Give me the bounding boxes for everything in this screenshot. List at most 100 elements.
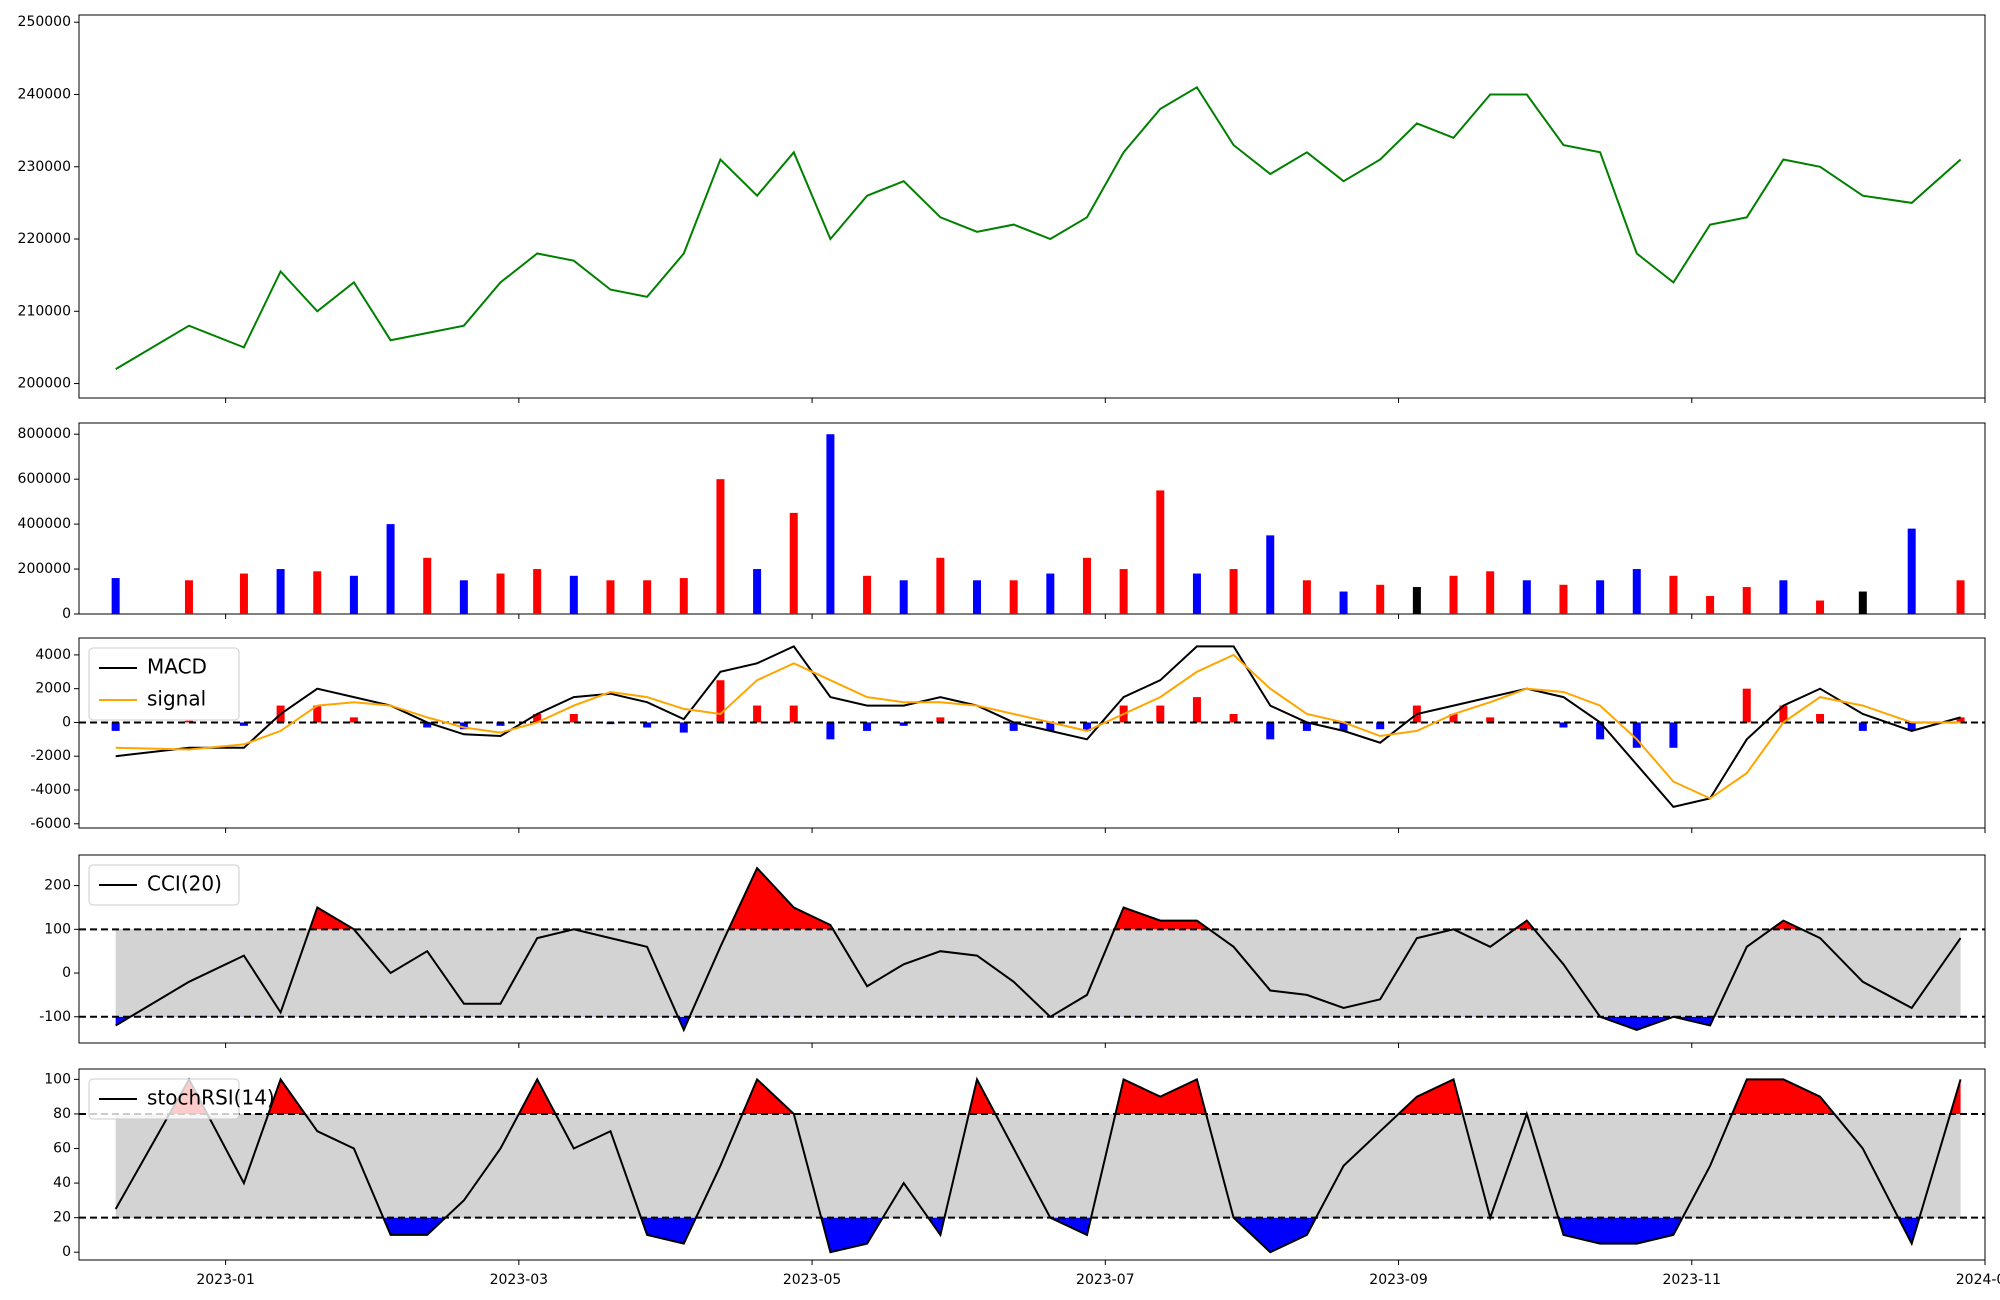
bar — [1669, 575, 1678, 614]
histogram-bar — [111, 722, 120, 731]
legend-label: stochRSI(14) — [147, 1086, 275, 1110]
bar — [276, 569, 285, 614]
bar — [1706, 596, 1715, 614]
histogram-bar — [1632, 722, 1641, 748]
y-tick-label: 0 — [62, 1244, 71, 1260]
y-tick-label: 20 — [53, 1210, 71, 1226]
y-tick-label: -4000 — [30, 782, 71, 798]
bar — [1632, 569, 1641, 614]
panel: 200000 210000 220000 230000 240000 250000 — [18, 14, 1986, 403]
histogram-bar — [1082, 722, 1091, 731]
bar — [863, 575, 872, 614]
y-tick-label: -100 — [39, 1009, 71, 1025]
bar — [1156, 490, 1165, 614]
histogram-bar — [899, 722, 908, 726]
histogram-bar — [1229, 714, 1238, 723]
bar — [1596, 580, 1605, 614]
bar — [716, 479, 725, 614]
bar — [496, 573, 505, 614]
bar — [1412, 587, 1421, 614]
bar — [1376, 584, 1385, 614]
bar — [789, 512, 798, 614]
bar — [569, 575, 578, 614]
line — [115, 85, 1962, 370]
bar — [643, 580, 652, 614]
y-tick-label: 200000 — [18, 561, 71, 577]
histogram-bar — [1742, 688, 1751, 723]
bar — [313, 571, 322, 614]
x-tick-label: 2023-05 — [783, 1272, 842, 1288]
histogram-bar — [459, 722, 468, 730]
legend-label: CCI(20) — [147, 872, 222, 896]
histogram-bar — [1302, 722, 1311, 731]
histogram-bar — [239, 722, 248, 726]
bar — [826, 434, 835, 614]
histogram-bar — [313, 705, 322, 723]
histogram-bar — [496, 722, 505, 726]
y-tick-label: 220000 — [18, 231, 71, 247]
legend-box — [88, 647, 240, 721]
panel: 0 200000 400000 600000 800000 — [18, 422, 1986, 622]
bar — [1339, 591, 1348, 614]
bar — [679, 578, 688, 614]
bar — [753, 569, 762, 614]
panel: -6000 -4000 -2000 0 2000 4000 MACD signal — [30, 637, 1986, 833]
y-tick-label: 0 — [62, 606, 71, 622]
y-tick-label: 60 — [53, 1141, 71, 1157]
panel: 0 20 40 60 80 100 2023-01 2023-03 2023-05 2023-07… — [44, 1068, 2000, 1288]
y-tick-label: -6000 — [30, 816, 71, 832]
histogram-bar — [533, 714, 542, 723]
bar — [1082, 557, 1091, 614]
line — [115, 866, 1962, 1033]
histogram-bar — [679, 722, 688, 733]
histogram-bar — [1339, 722, 1348, 731]
band — [115, 1113, 1961, 1218]
band — [115, 929, 1961, 1017]
bar — [899, 580, 908, 614]
histogram-bar — [1486, 717, 1495, 723]
histogram-bar — [643, 722, 652, 728]
plot-frame — [78, 637, 1986, 829]
legend-label: signal — [147, 687, 206, 711]
fill-above — [115, 1079, 1961, 1114]
y-tick-label: 600000 — [18, 471, 71, 487]
x-tick-label: 2023-01 — [196, 1272, 255, 1288]
bar — [973, 580, 982, 614]
plot-frame — [78, 854, 1986, 1044]
histogram-bar — [1156, 705, 1165, 723]
histogram-bar — [1266, 722, 1275, 740]
y-tick-label: 0 — [62, 714, 71, 730]
y-tick-label: 100 — [44, 1071, 71, 1087]
y-tick-label: 2000 — [35, 681, 71, 697]
bar — [1858, 591, 1867, 614]
plot-frame — [78, 1068, 1986, 1261]
bar — [1046, 573, 1055, 614]
panel: -100 0 100 200 CCI(20) — [39, 854, 1986, 1048]
histogram-bar — [1046, 722, 1055, 731]
histogram-bar — [716, 680, 725, 723]
histogram-bar — [826, 722, 835, 740]
plot-frame — [78, 422, 1986, 615]
y-tick-label: 80 — [53, 1106, 71, 1122]
histogram-bar — [1669, 722, 1678, 748]
bar — [1779, 580, 1788, 614]
bar — [1486, 571, 1495, 614]
histogram-bar — [423, 722, 432, 728]
bar — [1449, 575, 1458, 614]
bar — [349, 575, 358, 614]
bar — [1119, 569, 1128, 614]
bar — [111, 578, 120, 614]
fill-below — [115, 1217, 1961, 1253]
bar — [1559, 584, 1568, 614]
y-tick-label: 40 — [53, 1175, 71, 1191]
y-tick-label: 230000 — [18, 159, 71, 175]
histogram-bar — [1779, 705, 1788, 723]
bar — [1192, 573, 1201, 614]
y-tick-label: 400000 — [18, 516, 71, 532]
bar — [386, 524, 395, 614]
histogram-bar — [1192, 697, 1201, 723]
histogram-bar — [753, 705, 762, 723]
y-tick-label: 800000 — [18, 426, 71, 442]
histogram-bar — [936, 717, 945, 723]
histogram-bar — [1376, 722, 1385, 730]
